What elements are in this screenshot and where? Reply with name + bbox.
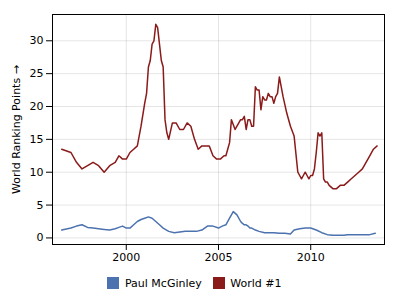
svg-text:World Ranking Points →: World Ranking Points → (10, 65, 23, 194)
svg-text:2010: 2010 (297, 251, 325, 264)
svg-text:30: 30 (30, 34, 44, 47)
svg-text:2000: 2000 (112, 251, 140, 264)
svg-text:5: 5 (37, 199, 44, 212)
svg-text:25: 25 (30, 67, 44, 80)
svg-text:2005: 2005 (205, 251, 233, 264)
html-text:World #1: World #1 (230, 276, 282, 290)
svg-text:0: 0 (37, 231, 44, 244)
svg-text:15: 15 (30, 133, 44, 146)
svg-text:20: 20 (30, 100, 44, 113)
html-text:Paul McGinley: Paul McGinley (125, 276, 202, 290)
svg-text:10: 10 (30, 166, 44, 179)
